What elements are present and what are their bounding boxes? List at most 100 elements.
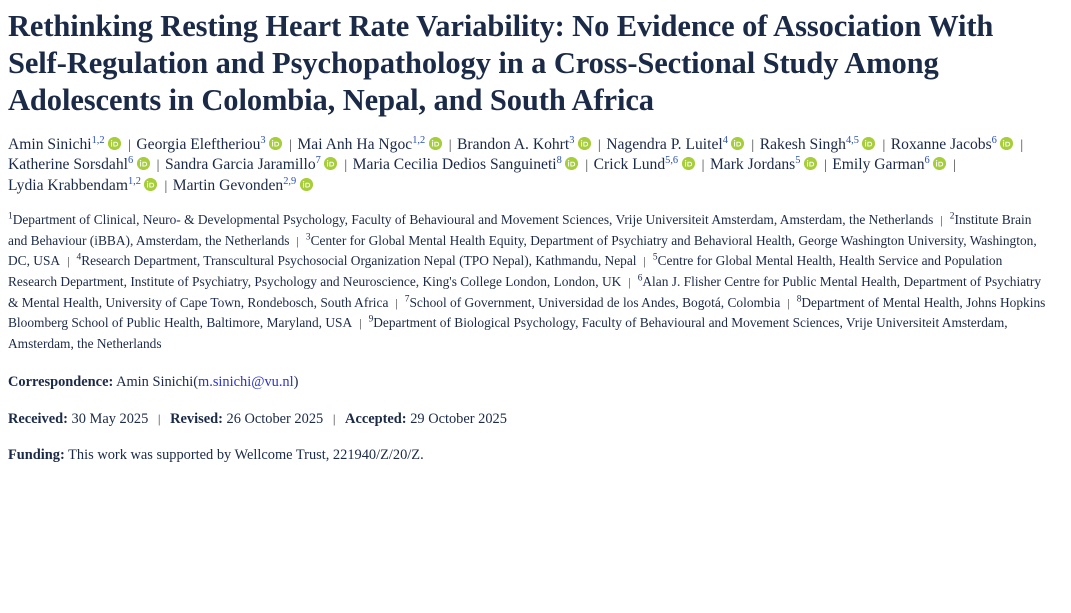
affiliation-number: 1 <box>8 211 13 222</box>
affiliation-number: 2 <box>949 211 955 222</box>
orcid-icon[interactable] <box>144 177 158 191</box>
funding-label: Funding: <box>8 447 65 464</box>
affiliation-text: Centre for Global Mental Health, Health … <box>8 253 1003 289</box>
author-name[interactable]: Katherine Sorsdahl <box>8 156 128 174</box>
author-name[interactable]: Martin Gevonden <box>172 176 284 194</box>
author-separator: | <box>751 138 755 153</box>
orcid-icon[interactable] <box>803 157 817 171</box>
affiliation-number: 7 <box>404 294 410 305</box>
author-affiliation-marker: 1,2 <box>412 134 426 146</box>
received-label: Received: <box>8 411 68 428</box>
affiliation-separator: | <box>64 254 73 269</box>
author-affiliation-marker: 6 <box>991 134 997 146</box>
dates-row: Received: 30 May 2025 | Revised: 26 Octo… <box>8 409 1049 429</box>
orcid-icon[interactable] <box>681 157 695 171</box>
author-separator: | <box>597 138 601 153</box>
author-separator: | <box>953 158 957 174</box>
author-separator: | <box>164 178 168 194</box>
funding-row: Funding: This work was supported by Well… <box>8 446 1049 465</box>
author-separator: | <box>823 158 827 174</box>
author-entry: Emily Garman6 <box>832 155 947 174</box>
correspondence-label: Correspondence: <box>8 374 114 391</box>
correspondence-row: Correspondence: Amin Sinichi(m.sinichi@v… <box>8 373 1049 392</box>
author-affiliation-marker: 1,2 <box>91 134 105 146</box>
author-name[interactable]: Maria Cecilia Dedios Sanguineti <box>352 156 557 174</box>
author-name[interactable]: Crick Lund <box>593 156 666 174</box>
correspondence-open-paren: ( <box>193 374 199 391</box>
affiliation-text: School of Government, Universidad de los… <box>409 294 781 310</box>
affiliation-number: 4 <box>76 252 82 263</box>
accepted-value: 29 October 2025 <box>410 411 507 428</box>
author-separator: | <box>289 138 292 153</box>
affiliation-text: Center for Global Mental Health Equity, … <box>8 232 1037 269</box>
orcid-icon[interactable] <box>269 137 283 150</box>
dates-separator-2: | <box>332 411 336 427</box>
author-entry: Martin Gevonden2,9 <box>172 175 313 194</box>
author-entry: Sandra Garcia Jaramillo7 <box>164 155 338 174</box>
author-name[interactable]: Amin Sinichi <box>8 136 92 153</box>
author-name[interactable]: Emily Garman <box>832 156 925 174</box>
author-entry: Mai Anh Ha Ngoc1,2 <box>297 134 442 153</box>
affiliation-text: Institute Brain and Behaviour (iBBA), Am… <box>8 212 1032 248</box>
orcid-icon[interactable] <box>933 157 947 171</box>
author-name[interactable]: Nagendra P. Luitel <box>606 136 723 153</box>
accepted-label: Accepted: <box>345 411 407 428</box>
author-name[interactable]: Roxanne Jacobs <box>890 136 992 153</box>
author-list: Amin Sinichi1,2 | Georgia Eleftheriou3 | Mai… <box>8 135 1049 196</box>
author-entry: Amin Sinichi1,2 <box>8 134 122 153</box>
author-entry: Nagendra P. Luitel4 <box>606 135 745 153</box>
author-separator: | <box>585 158 589 174</box>
affiliation-text: Department of Biological Psychology, Fac… <box>8 315 1008 351</box>
author-affiliation-marker: 8 <box>556 155 562 167</box>
affiliation-list: 1Department of Clinical, Neuro- & Develo… <box>8 210 1049 353</box>
author-entry: Crick Lund5,6 <box>594 156 695 173</box>
author-name[interactable]: Sandra Garcia Jaramillo <box>164 156 316 174</box>
orcid-icon[interactable] <box>731 137 745 150</box>
orcid-icon[interactable] <box>1000 137 1014 150</box>
dates-separator-1: | <box>157 411 161 427</box>
author-entry: Mark Jordans5 <box>710 156 817 173</box>
affiliation-number: 5 <box>652 252 658 263</box>
orcid-icon[interactable] <box>862 137 876 150</box>
affiliation-separator: | <box>293 233 302 248</box>
orcid-icon[interactable] <box>136 157 150 171</box>
author-name[interactable]: Lydia Krabbendam <box>8 176 128 194</box>
author-name[interactable]: Georgia Eleftheriou <box>136 136 261 153</box>
author-name[interactable]: Mai Anh Ha Ngoc <box>297 136 413 153</box>
orcid-icon[interactable] <box>299 177 313 191</box>
author-affiliation-marker: 1,2 <box>127 175 141 187</box>
author-affiliation-marker: 2,9 <box>283 175 297 187</box>
author-separator: | <box>128 138 131 153</box>
correspondence-email-link[interactable]: m.sinichi@vu.nl <box>198 374 294 391</box>
author-affiliation-marker: 7 <box>315 155 321 167</box>
correspondence-name: Amin Sinichi <box>116 374 194 391</box>
author-separator: | <box>701 158 705 174</box>
correspondence-close-paren: ) <box>293 374 299 391</box>
author-affiliation-marker: 3 <box>569 134 575 146</box>
author-affiliation-marker: 6 <box>924 155 930 167</box>
author-entry: Brandon A. Kohrt3 <box>457 134 591 153</box>
author-entry: Maria Cecilia Dedios Sanguineti8 <box>353 156 579 173</box>
affiliation-number: 6 <box>637 273 643 284</box>
funding-text: This work was supported by Wellcome Trus… <box>68 447 424 464</box>
author-name[interactable]: Rakesh Singh <box>759 136 846 153</box>
author-entry: Lydia Krabbendam1,2 <box>8 175 158 194</box>
author-separator: | <box>1020 138 1024 153</box>
affiliation-separator: | <box>625 275 634 289</box>
author-entry: Rakesh Singh4,5 <box>759 135 876 153</box>
affiliation-separator: | <box>392 295 401 310</box>
affiliation-number: 9 <box>368 314 374 325</box>
orcid-icon[interactable] <box>565 157 579 171</box>
orcid-icon[interactable] <box>324 157 338 171</box>
orcid-icon[interactable] <box>428 137 442 150</box>
affiliation-separator: | <box>640 254 649 269</box>
author-name[interactable]: Mark Jordans <box>709 156 796 174</box>
revised-label: Revised: <box>170 411 223 428</box>
affiliation-separator: | <box>356 316 365 331</box>
author-name[interactable]: Brandon A. Kohrt <box>457 136 570 153</box>
orcid-icon[interactable] <box>577 137 591 150</box>
orcid-icon[interactable] <box>108 137 122 150</box>
affiliation-text: Alan J. Flisher Centre for Public Mental… <box>8 274 1042 310</box>
affiliation-number: 8 <box>796 294 802 305</box>
